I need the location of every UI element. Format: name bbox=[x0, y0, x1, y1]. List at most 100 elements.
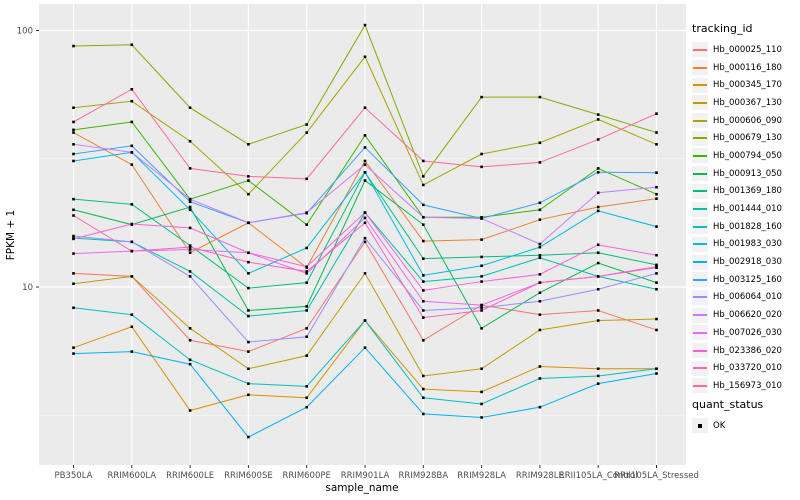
data-point-marker bbox=[422, 374, 425, 378]
data-point-marker bbox=[305, 123, 308, 126]
legend-item-Hb_001828_160: Hb_001828_160 bbox=[692, 218, 798, 236]
legend-key-line-icon bbox=[693, 190, 707, 193]
data-point-marker bbox=[130, 151, 134, 154]
data-point-marker bbox=[305, 396, 308, 400]
data-point-marker bbox=[655, 131, 658, 134]
data-point-marker bbox=[596, 205, 600, 209]
data-point-marker bbox=[188, 358, 192, 362]
legend-key-line-icon bbox=[693, 208, 707, 211]
data-point-marker bbox=[538, 273, 542, 276]
axis-tick-marks bbox=[36, 30, 657, 468]
data-point-marker bbox=[655, 317, 658, 321]
data-point-marker bbox=[188, 251, 192, 255]
data-point-marker bbox=[188, 248, 192, 251]
data-point-marker bbox=[247, 367, 250, 371]
data-point-marker bbox=[596, 191, 600, 195]
legend-item-label: Hb_000679_130 bbox=[713, 133, 782, 144]
legend-item-label: Hb_007026_030 bbox=[713, 327, 782, 338]
data-point-marker bbox=[538, 405, 542, 409]
data-point-marker bbox=[655, 143, 658, 146]
data-point-marker bbox=[72, 131, 75, 134]
data-point-marker bbox=[72, 252, 75, 255]
data-point-marker bbox=[480, 367, 483, 371]
data-point-marker bbox=[538, 141, 542, 145]
data-point-marker bbox=[130, 87, 134, 91]
data-point-marker bbox=[422, 280, 425, 283]
x-tick-label: RRII105LA_Control bbox=[559, 471, 638, 481]
data-point-marker bbox=[247, 221, 250, 225]
data-point-marker bbox=[422, 316, 425, 319]
data-point-marker bbox=[247, 192, 250, 196]
data-point-marker bbox=[130, 144, 134, 148]
data-point-marker bbox=[596, 113, 600, 116]
legend-item-label: Hb_001369_180 bbox=[713, 186, 782, 197]
data-point-marker bbox=[655, 192, 658, 196]
data-point-marker bbox=[363, 146, 367, 149]
data-point-marker bbox=[247, 175, 250, 178]
legend-item-label: Hb_003125_160 bbox=[713, 274, 782, 285]
data-point-marker bbox=[363, 240, 367, 244]
data-point-marker bbox=[130, 99, 134, 103]
legend-item-Hb_033720_010: Hb_033720_010 bbox=[692, 359, 798, 377]
x-tick-label: RRII105LA_Stressed bbox=[614, 471, 699, 481]
legend-item-Hb_000116_180: Hb_000116_180 bbox=[692, 59, 798, 77]
data-point-marker bbox=[596, 275, 600, 278]
panel-background bbox=[39, 4, 686, 465]
legend-key-box bbox=[692, 42, 708, 58]
data-point-marker bbox=[480, 303, 483, 307]
data-point-marker bbox=[305, 405, 308, 409]
data-point-marker bbox=[72, 152, 75, 156]
legend-item-label: Hb_023386_020 bbox=[713, 345, 782, 356]
y-tick-label: 100 bbox=[17, 27, 33, 37]
data-point-marker bbox=[538, 201, 542, 205]
data-point-marker bbox=[538, 291, 542, 295]
legend-key-box bbox=[692, 113, 708, 129]
legend-key-line-icon bbox=[693, 48, 707, 51]
legend-items: Hb_000025_110 Hb_000116_180 Hb_000345_170 H… bbox=[692, 41, 798, 395]
legend-key-line-icon bbox=[693, 172, 707, 175]
legend-key-box bbox=[692, 360, 708, 376]
data-point-marker bbox=[130, 203, 134, 206]
data-point-marker bbox=[188, 208, 192, 212]
legend-key-box bbox=[692, 183, 708, 199]
data-point-marker bbox=[188, 139, 192, 143]
legend-key-line-icon bbox=[693, 101, 707, 104]
data-point-marker bbox=[655, 253, 658, 257]
legend-key-line-icon bbox=[693, 66, 707, 69]
y-axis-title: FPKM + 1 bbox=[5, 210, 17, 260]
data-point-marker bbox=[72, 352, 75, 355]
data-point-marker bbox=[130, 240, 134, 244]
data-point-marker bbox=[72, 306, 75, 310]
data-point-marker bbox=[305, 223, 308, 226]
data-point-marker bbox=[363, 236, 367, 240]
legend-item-label: Hb_002918_030 bbox=[713, 257, 782, 268]
data-point-marker bbox=[596, 319, 600, 322]
data-point-marker bbox=[72, 208, 75, 212]
data-point-marker bbox=[596, 209, 600, 213]
data-point-marker bbox=[538, 365, 542, 368]
legend-item-label: Hb_006064_010 bbox=[713, 292, 782, 303]
data-point-marker bbox=[596, 118, 600, 121]
data-point-marker bbox=[247, 314, 250, 318]
data-point-marker bbox=[247, 309, 250, 312]
data-point-marker bbox=[72, 346, 75, 349]
legend-key-box bbox=[692, 418, 708, 434]
legend-item-label: Hb_000794_050 bbox=[713, 150, 782, 161]
data-point-marker bbox=[480, 402, 483, 406]
legend-item-Hb_000025_110: Hb_000025_110 bbox=[692, 41, 798, 59]
legend-key-line-icon bbox=[693, 119, 707, 122]
data-point-marker bbox=[305, 385, 308, 388]
data-point-marker bbox=[596, 243, 600, 247]
data-point-marker bbox=[538, 242, 542, 246]
data-point-marker bbox=[247, 272, 250, 275]
data-point-marker bbox=[305, 305, 308, 308]
gridlines bbox=[39, 4, 686, 465]
data-point-marker bbox=[480, 416, 483, 419]
data-point-marker bbox=[596, 167, 600, 170]
legend-item-label: Hb_000367_130 bbox=[713, 97, 782, 108]
legend-key-box bbox=[692, 148, 708, 164]
data-point-markers bbox=[72, 23, 658, 439]
data-point-marker bbox=[72, 106, 75, 110]
legend-item-Hb_003125_160: Hb_003125_160 bbox=[692, 271, 798, 289]
legend-item-Hb_006064_010: Hb_006064_010 bbox=[692, 289, 798, 307]
